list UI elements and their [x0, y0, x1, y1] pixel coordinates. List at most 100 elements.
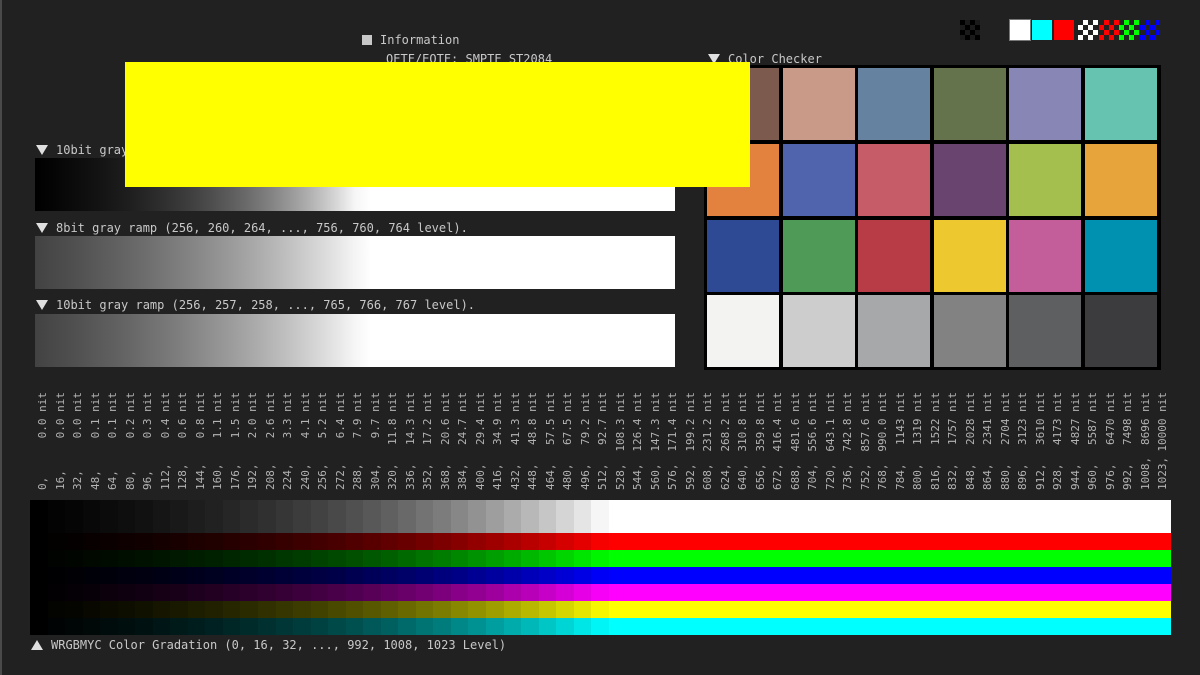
code-value: 304,	[368, 463, 382, 491]
blue-gradation-cell	[415, 567, 434, 584]
red-gradation-cell	[784, 533, 803, 550]
blue-gradation-cell	[591, 567, 610, 584]
checker-pattern-icon[interactable]	[1119, 20, 1139, 40]
cyan-gradation-cell	[714, 618, 733, 635]
cyan-gradation-cell	[538, 618, 557, 635]
cyan-gradation-cell	[977, 618, 996, 635]
magenta-gradation-cell	[538, 584, 557, 601]
blue-gradation-cell	[398, 567, 417, 584]
nit-value: 481.6 nit	[788, 392, 802, 452]
ramp-3-header[interactable]: 10bit gray ramp (256, 257, 258, ..., 765…	[36, 298, 475, 312]
information-header[interactable]: Information	[362, 33, 459, 47]
code-value: 336,	[403, 463, 417, 491]
red-gradation-cell	[1064, 533, 1083, 550]
checker-pattern-icon[interactable]	[1078, 20, 1098, 40]
code-value: 208,	[263, 463, 277, 491]
cyan-gradation-cell	[30, 618, 49, 635]
green-gradation-cell	[117, 550, 136, 567]
blue-gradation-cell	[521, 567, 540, 584]
color-checker-header[interactable]: Color Checker	[708, 52, 822, 66]
blue-gradation-cell	[1117, 567, 1136, 584]
nit-value: 11.8 nit	[386, 392, 399, 445]
green-gradation-cell	[819, 550, 838, 567]
cyan-gradation-cell	[836, 618, 855, 635]
white-gradation-cell	[556, 500, 575, 533]
cyan-gradation-cell	[100, 618, 119, 635]
solid-color-swatch-icon[interactable]	[1054, 20, 1074, 40]
gradation-header[interactable]: WRGBMYC Color Gradation (0, 16, 32, ...,…	[31, 638, 506, 652]
red-gradation-cell	[258, 533, 277, 550]
nit-value: 1319 nit	[911, 392, 924, 445]
yellow-gradation-cell	[258, 601, 277, 618]
cyan-gradation-cell	[152, 618, 171, 635]
yellow-gradation-cell	[942, 601, 961, 618]
nit-value: 2704 nit	[998, 392, 1012, 445]
red-gradation-cell	[30, 533, 49, 550]
red-gradation-cell	[521, 533, 540, 550]
ramp-2-header[interactable]: 8bit gray ramp (256, 260, 264, ..., 756,…	[36, 221, 468, 235]
level-label: 736, 742.8 nit	[841, 392, 854, 490]
white-gradation-cell	[924, 500, 943, 533]
white-gradation-cell	[661, 500, 680, 533]
code-value: 528,	[613, 463, 627, 491]
black-checker-icon[interactable]	[960, 20, 980, 40]
blue-gradation-cell	[696, 567, 715, 584]
nit-value: 4.1 nit	[298, 392, 312, 439]
blue-gradation-cell	[380, 567, 399, 584]
magenta-gradation-cell	[310, 584, 329, 601]
level-label: 336, 14.3 nit	[404, 392, 417, 490]
green-gradation-cell	[1064, 550, 1083, 567]
white-gradation-cell	[766, 500, 785, 533]
collapse-triangle-icon	[31, 640, 43, 650]
green-gradation-cell	[310, 550, 329, 567]
cyan-gradation-cell	[573, 618, 592, 635]
green-gradation-cell	[450, 550, 470, 567]
checker-pattern-icon[interactable]	[1098, 20, 1119, 40]
code-value: 192,	[246, 463, 259, 491]
yellow-gradation-cell	[363, 601, 382, 618]
blue-gradation-cell	[222, 567, 242, 584]
white-gradation-cell	[135, 500, 154, 533]
code-value: 288,	[351, 463, 364, 491]
red-gradation-cell	[1099, 533, 1118, 550]
red-gradation-cell	[959, 533, 978, 550]
cyan-gradation-cell	[1099, 618, 1118, 635]
magenta-gradation-cell	[994, 584, 1013, 601]
green-gradation-cell	[661, 550, 680, 567]
white-gradation-cell	[152, 500, 171, 533]
yellow-gradation-cell	[801, 601, 820, 618]
green-gradation-cell	[801, 550, 820, 567]
white-gradation-cell	[486, 500, 505, 533]
expand-triangle-icon	[36, 300, 48, 310]
collapsed-square-icon	[362, 35, 372, 45]
white-gradation-cell	[398, 500, 417, 533]
nit-value: 9.7 nit	[368, 392, 382, 439]
green-gradation-cell	[714, 550, 733, 567]
solid-color-swatch-icon[interactable]	[1009, 19, 1031, 41]
yellow-gradation-cell	[1117, 601, 1136, 618]
solid-color-swatch-icon[interactable]	[1032, 20, 1052, 40]
cyan-gradation-cell	[1012, 618, 1031, 635]
ramp-1-header[interactable]: 10bit gray	[36, 143, 128, 157]
green-gradation-cell	[398, 550, 417, 567]
white-gradation-cell	[65, 500, 84, 533]
code-value: 624,	[718, 463, 732, 491]
level-label: 864, 2341 nit	[981, 392, 994, 490]
checker-pattern-icon[interactable]	[1139, 20, 1160, 40]
blue-gradation-cell	[731, 567, 750, 584]
green-gradation-cell	[275, 550, 294, 567]
white-gradation-cell	[696, 500, 715, 533]
color-patch	[933, 143, 1006, 216]
ramp-2-bar	[35, 236, 675, 289]
blue-gradation-cell	[977, 567, 996, 584]
code-value: 144,	[193, 463, 207, 491]
color-patch	[782, 219, 855, 292]
green-gradation-cell	[152, 550, 171, 567]
magenta-gradation-cell	[222, 584, 242, 601]
magenta-gradation-cell	[433, 584, 452, 601]
red-gradation-cell	[766, 533, 785, 550]
white-gradation-cell	[380, 500, 399, 533]
green-gradation-cell	[82, 550, 101, 567]
red-gradation-cell	[678, 533, 698, 550]
white-gradation-cell	[1082, 500, 1101, 533]
